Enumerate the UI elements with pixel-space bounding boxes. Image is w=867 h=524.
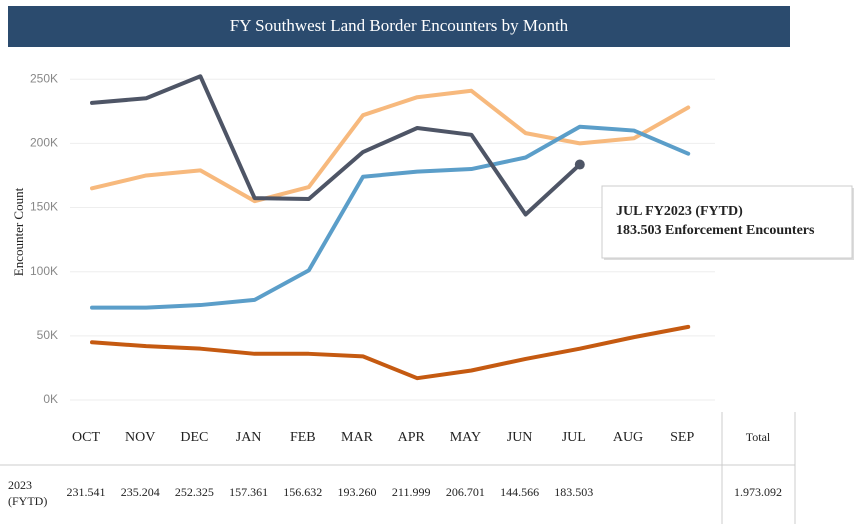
x-tick-label: JAN <box>236 430 262 445</box>
table-value: 231.541 <box>67 485 106 499</box>
series-line <box>90 324 691 381</box>
tooltip <box>601 185 853 259</box>
table-value: 193.260 <box>338 485 377 499</box>
table-value: 144.566 <box>500 485 539 499</box>
x-tick-label: FEB <box>290 430 316 445</box>
tooltip-text: 183.503 Enforcement Encounters <box>616 223 815 238</box>
x-tick-label: OCT <box>72 430 100 445</box>
series-line <box>90 74 582 217</box>
y-tick-label: 100K <box>30 264 58 278</box>
total-value: 1.973.092 <box>734 485 782 499</box>
series-line <box>90 124 691 310</box>
x-tick-label: MAR <box>341 430 374 445</box>
y-tick-label: 250K <box>30 71 58 85</box>
row-label: 2023 <box>8 478 32 492</box>
highlight-point <box>574 159 585 170</box>
x-tick-label: NOV <box>125 430 155 445</box>
y-tick-label: 0K <box>43 392 58 406</box>
row-label: (FYTD) <box>8 494 47 508</box>
x-tick-label: AUG <box>613 430 643 445</box>
table-value: 183.503 <box>554 485 593 499</box>
table-value: 157.361 <box>229 485 268 499</box>
x-tick-label: JUL <box>562 430 586 445</box>
title-bar <box>8 6 790 47</box>
x-tick-label: JUN <box>507 430 533 445</box>
table-value: 252.325 <box>175 485 214 499</box>
tooltip-title: JUL FY2023 (FYTD) <box>616 204 743 219</box>
table-value: 156.632 <box>283 485 322 499</box>
table-value: 211.999 <box>392 485 431 499</box>
x-tick-label: APR <box>398 430 426 445</box>
x-tick-label: SEP <box>670 430 694 445</box>
x-tick-label: MAY <box>450 430 481 445</box>
x-tick-label: DEC <box>180 430 208 445</box>
total-header: Total <box>746 430 771 444</box>
y-tick-label: 200K <box>30 136 58 150</box>
series-line <box>90 88 691 204</box>
y-axis-label: Encounter Count <box>11 187 26 276</box>
y-tick-label: 50K <box>37 328 58 342</box>
table-value: 206.701 <box>446 485 485 499</box>
table-value: 235.204 <box>121 485 160 499</box>
chart-title: FY Southwest Land Border Encounters by M… <box>230 16 569 35</box>
y-tick-label: 150K <box>30 200 58 214</box>
